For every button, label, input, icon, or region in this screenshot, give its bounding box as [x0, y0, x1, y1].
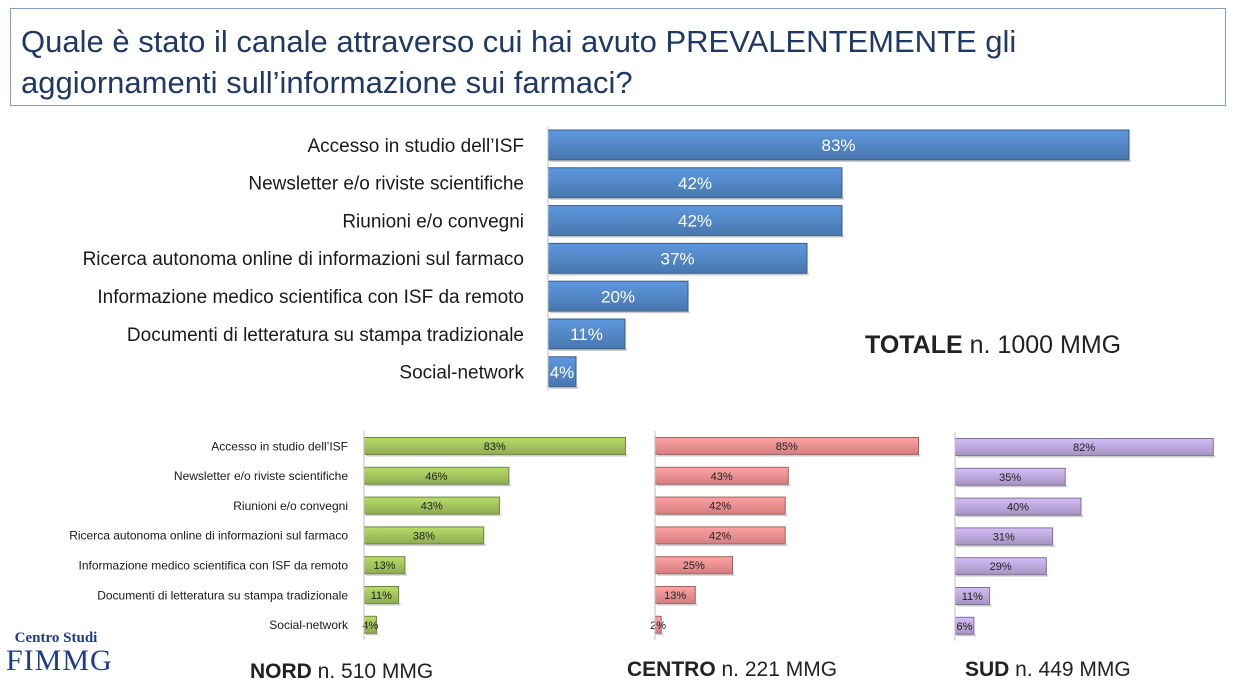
totale-bar-shadow-2 [550, 235, 844, 238]
totale-category-label-3: Ricerca autonoma online di informazioni … [83, 249, 524, 270]
totale-value-label-4: 20% [601, 287, 635, 306]
nord-value-label-1: 46% [425, 471, 447, 483]
centro-bar-shadow-0 [657, 454, 921, 457]
totale-bar-shadow-5 [550, 349, 627, 351]
nord-bar-shadow-2 [366, 514, 502, 517]
totale-category-label-5: Documenti di letteratura su stampa tradi… [127, 325, 524, 346]
sud-caption-bold: SUD [965, 658, 1010, 681]
centro-value-label-3: 42% [709, 530, 731, 542]
nord-caption-rest: n. 510 MMG [311, 660, 434, 683]
sud-value-label-1: 35% [999, 472, 1021, 484]
sud-caption-rest: n. 449 MMG [1009, 658, 1131, 681]
centro-value-label-5: 13% [664, 590, 686, 602]
sud-value-label-5: 11% [962, 591, 983, 603]
totale-category-label-0: Accesso in studio dell’ISF [308, 136, 525, 157]
sud-bar-shadow-0 [957, 455, 1216, 458]
nord-value-label-3: 38% [413, 530, 435, 542]
nord-caption: NORD n. 510 MMG [250, 660, 433, 684]
totale-bar-3 [547, 242, 808, 274]
totale-bar-shadow-4 [550, 311, 690, 314]
sud-value-label-4: 29% [990, 561, 1012, 573]
question-title-line-2: aggiornamenti sull’informazione sui farm… [21, 65, 633, 100]
logo-main-text: FIMMG [6, 644, 113, 677]
sud-value-label-0: 82% [1073, 442, 1095, 454]
question-title: Quale è stato il canale attraverso cui h… [21, 21, 1016, 103]
centro-value-label-1: 43% [711, 471, 733, 483]
totale-bar-0 [547, 129, 1130, 161]
nord-bar-chart: 83% Accesso in studio dell’ISF 46% Newslett… [69, 431, 628, 640]
centro-caption-bold: CENTRO [627, 658, 716, 681]
sud-value-label-6: 6% [956, 621, 972, 633]
nord-value-label-0: 83% [484, 441, 506, 453]
centro-bar-shadow-6 [657, 633, 664, 636]
totale-bar-shadow-1 [550, 197, 844, 200]
sud-bar-shadow-6 [957, 634, 976, 637]
centro-bar-shadow-1 [657, 484, 791, 487]
totale-value-label-0: 83% [821, 136, 855, 155]
totale-bar-shadow-6 [550, 386, 578, 389]
sud-bar-shadow-4 [957, 574, 1049, 577]
totale-caption-bold: TOTALE [865, 331, 963, 359]
centro-bar-shadow-4 [657, 573, 735, 576]
sud-bar-chart: 82% 35% 40% 31% 29% 11% 6% [954, 432, 1216, 641]
totale-bar-shadow-0 [550, 160, 1131, 162]
nord-bar-shadow-0 [366, 454, 628, 457]
centro-bar-chart: 85% 43% 42% 42% 25% 13% 2% [650, 431, 921, 640]
totale-category-label-1: Newsletter e/o riviste scientifiche [248, 174, 524, 195]
sud-bar-shadow-5 [957, 604, 992, 607]
nord-value-label-6: 4% [362, 620, 378, 632]
sud-bar-shadow-2 [957, 515, 1083, 518]
totale-caption: TOTALE n. 1000 MMG [865, 331, 1121, 360]
nord-value-label-2: 43% [421, 501, 443, 513]
centro-caption: CENTRO n. 221 MMG [627, 658, 837, 682]
centro-value-label-0: 85% [776, 441, 798, 453]
centro-studi-fimmg-logo: Centro Studi FIMMG [6, 630, 113, 690]
nord-bar-shadow-4 [366, 573, 407, 576]
totale-bar-shadow-3 [550, 273, 809, 276]
nord-bar-shadow-3 [366, 543, 486, 546]
totale-bar-4 [547, 280, 689, 312]
centro-value-label-6: 2% [650, 620, 666, 632]
nord-category-label-5: Documenti di letteratura su stampa tradi… [97, 588, 348, 602]
nord-category-label-3: Ricerca autonoma online di informazioni … [69, 529, 348, 543]
centro-bar-shadow-3 [657, 543, 788, 546]
centro-value-label-2: 42% [709, 501, 731, 513]
nord-category-label-2: Riunioni e/o convegni [233, 499, 348, 513]
totale-category-label-2: Riunioni e/o convegni [342, 211, 524, 232]
totale-category-label-4: Informazione medico scientifica con ISF … [97, 287, 524, 308]
nord-category-label-0: Accesso in studio dell’ISF [211, 439, 348, 453]
centro-value-label-4: 25% [683, 560, 705, 572]
centro-caption-rest: n. 221 MMG [715, 658, 838, 681]
sud-bar-shadow-3 [957, 544, 1055, 547]
totale-value-label-5: 11% [570, 325, 603, 344]
totale-value-label-2: 42% [678, 212, 712, 231]
nord-bar-shadow-5 [366, 603, 401, 606]
centro-bar-shadow-2 [657, 514, 788, 517]
nord-category-label-1: Newsletter e/o riviste scientifiche [174, 469, 348, 483]
sud-value-label-2: 40% [1007, 502, 1029, 514]
logo-top-text: Centro Studi [14, 630, 98, 646]
nord-category-label-4: Informazione medico scientifica con ISF … [79, 559, 349, 573]
question-title-line-1: Quale è stato il canale attraverso cui h… [21, 24, 1017, 59]
totale-bar-5 [547, 318, 626, 350]
nord-value-label-4: 13% [373, 560, 395, 572]
nord-bar-shadow-6 [366, 633, 379, 636]
totale-value-label-1: 42% [678, 174, 712, 193]
totale-value-label-3: 37% [660, 250, 694, 269]
nord-caption-bold: NORD [250, 660, 312, 683]
centro-bar-shadow-5 [657, 603, 698, 606]
nord-bar-shadow-1 [366, 484, 511, 487]
sud-value-label-3: 31% [993, 531, 1015, 543]
totale-category-label-6: Social-network [399, 363, 524, 384]
nord-value-label-5: 11% [371, 590, 392, 602]
nord-category-label-6: Social-network [269, 618, 349, 632]
totale-bar-chart: 83% Accesso in studio dell’ISF 42% Newslett… [83, 126, 1131, 391]
sud-caption: SUD n. 449 MMG [965, 658, 1131, 682]
sud-bar-shadow-1 [957, 485, 1068, 488]
totale-value-label-6: 4% [550, 363, 575, 382]
question-title-box: Quale è stato il canale attraverso cui h… [10, 8, 1226, 106]
totale-caption-rest: n. 1000 MMG [962, 331, 1122, 359]
